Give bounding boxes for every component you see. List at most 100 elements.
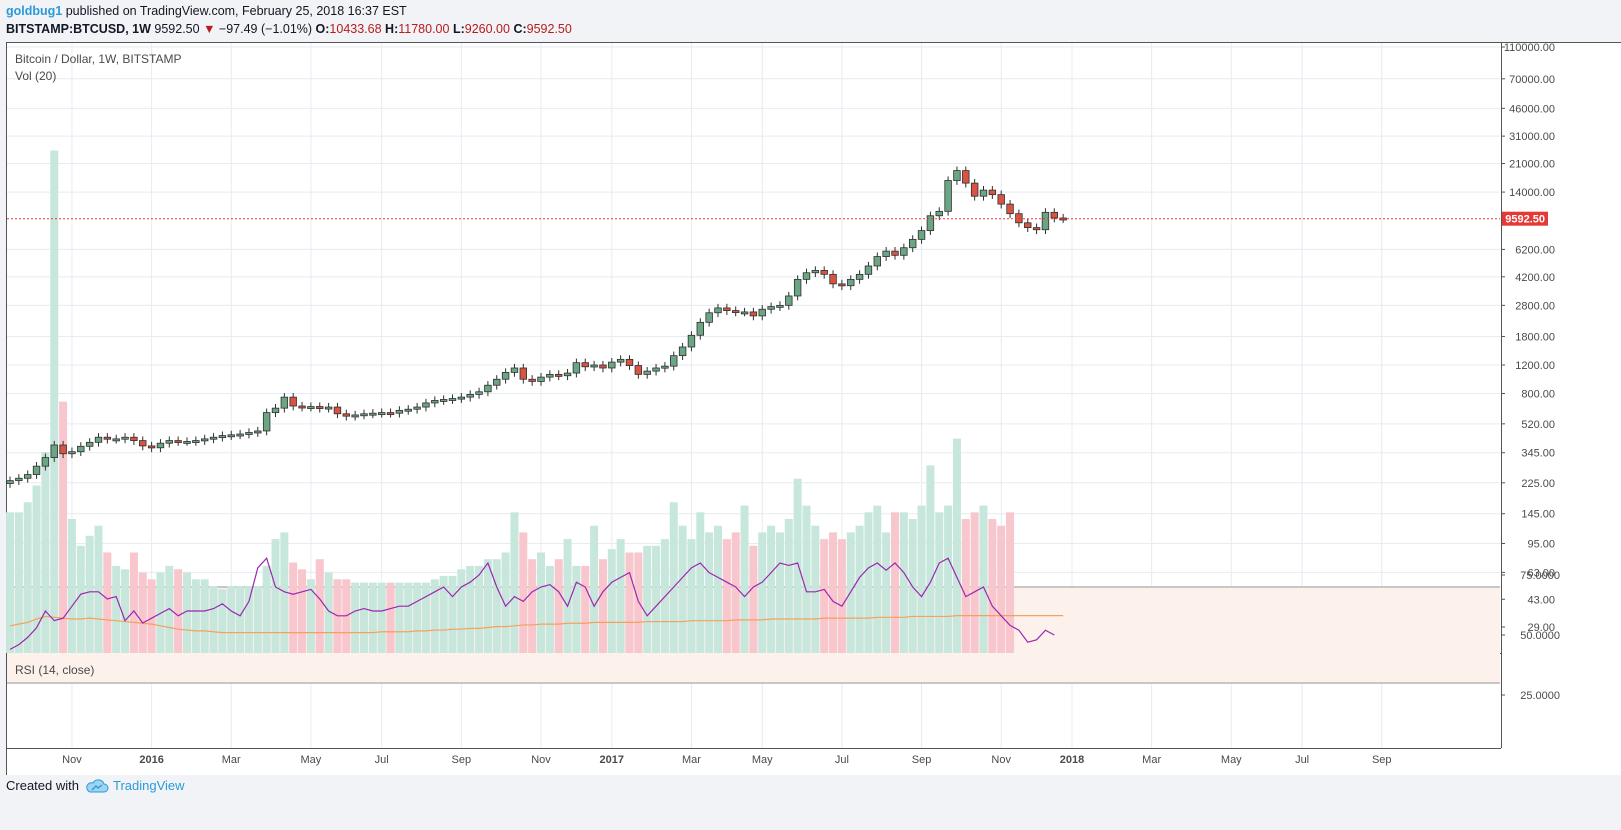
candle-body — [218, 435, 227, 439]
volume-bar — [952, 438, 961, 653]
volume-bar — [94, 525, 103, 653]
candle-body — [581, 362, 589, 368]
candle-body — [572, 362, 581, 374]
published-text: published on TradingView.com, February 2… — [65, 4, 407, 18]
price-tick-label: 800.00 — [1521, 389, 1555, 401]
tradingview-link[interactable]: TradingView — [85, 778, 185, 793]
last-price-badge — [1502, 211, 1548, 226]
rsi-tick-label: 50.0000 — [1520, 630, 1560, 642]
candle-body — [838, 283, 846, 287]
time-tick-label: May — [1221, 754, 1242, 766]
volume-bar — [519, 532, 528, 653]
candle-body — [891, 250, 899, 256]
price-tick-label: 46000.00 — [1509, 103, 1555, 115]
candle-body — [236, 433, 244, 437]
volume-bar — [563, 539, 572, 653]
volume-bar — [271, 539, 280, 653]
volume-bar — [829, 532, 838, 653]
candle-body — [537, 376, 545, 382]
candle-body — [342, 413, 350, 417]
volume-bar — [457, 569, 466, 653]
created-with-text: Created with — [6, 778, 79, 793]
volume-bar — [377, 582, 386, 653]
volume-bar — [280, 532, 289, 653]
candle-body — [431, 400, 439, 404]
volume-bar — [545, 565, 554, 653]
candle-body — [183, 441, 191, 444]
volume-bar — [855, 525, 864, 653]
volume-bar — [510, 512, 519, 653]
candle-body — [254, 430, 262, 434]
time-tick-label: 2016 — [139, 754, 163, 766]
candle-body — [475, 391, 483, 395]
candle-body — [519, 367, 527, 380]
open-label: O: — [315, 22, 330, 36]
candle-body — [448, 398, 457, 401]
price-tick-label: 1800.00 — [1515, 331, 1555, 343]
volume-bar — [298, 569, 307, 653]
candle-body — [439, 399, 448, 402]
volume-bar — [864, 512, 873, 653]
candle-body — [457, 396, 466, 400]
rsi-pane-label: RSI (14, close) — [15, 663, 95, 677]
volume-bar — [775, 532, 784, 653]
time-tick-label: Jul — [835, 754, 849, 766]
volume-bar — [183, 572, 191, 653]
candle-body — [917, 230, 926, 240]
volume-bar — [696, 512, 705, 653]
volume-bar — [722, 539, 731, 653]
candle-body — [776, 304, 784, 308]
candle-body — [360, 413, 368, 417]
price-tick-label: 14000.00 — [1509, 187, 1555, 199]
candle-body — [139, 440, 147, 447]
volume-bar — [430, 579, 439, 653]
volume-bar — [492, 559, 501, 653]
symbol-label: BITSTAMP:BTCUSD, 1W — [6, 22, 151, 36]
candle-body — [944, 180, 952, 212]
volume-bar — [368, 582, 377, 653]
candle-body — [192, 440, 200, 443]
candle-body — [484, 384, 492, 393]
candle-body — [785, 295, 793, 306]
footer: Created with TradingView — [6, 778, 185, 793]
author-link[interactable]: goldbug1 — [6, 4, 63, 18]
volume-bar — [988, 519, 997, 653]
volume-bar — [705, 532, 714, 653]
volume-bar — [76, 545, 85, 653]
volume-bar — [811, 525, 820, 653]
candle-body — [1050, 211, 1058, 219]
price-tick-label: 95.00 — [1527, 538, 1555, 550]
candle-body — [661, 365, 669, 369]
volume-bar — [1006, 512, 1015, 653]
candle-body — [935, 210, 943, 217]
last-price: 9592.50 — [154, 22, 200, 36]
price-tick-label: 345.00 — [1521, 448, 1555, 460]
volume-bar — [218, 589, 227, 653]
volume-bar — [112, 565, 121, 653]
candle-body — [351, 414, 359, 418]
candle-body — [422, 402, 430, 408]
candle-body — [59, 444, 67, 455]
candle-body — [404, 408, 412, 412]
tradingview-brand: TradingView — [112, 778, 185, 793]
candle-body — [289, 396, 297, 407]
candle-body — [6, 480, 14, 484]
candle-body — [563, 372, 572, 377]
volume-bar — [961, 519, 970, 653]
candle-body — [271, 407, 280, 414]
volume-bar — [882, 532, 891, 653]
candle-body — [926, 215, 935, 231]
candle-body — [555, 373, 563, 377]
volume-bar — [253, 586, 262, 653]
volume-bar — [121, 569, 130, 653]
rsi-line — [9, 557, 1055, 650]
volume-bar — [784, 519, 793, 653]
volume-bar — [740, 505, 749, 653]
candle-body — [209, 436, 218, 440]
time-tick-label: Mar — [682, 754, 701, 766]
volume-bar — [997, 525, 1006, 653]
volume-bar — [731, 532, 740, 653]
candle-body — [652, 367, 660, 372]
volume-bar — [572, 565, 581, 653]
